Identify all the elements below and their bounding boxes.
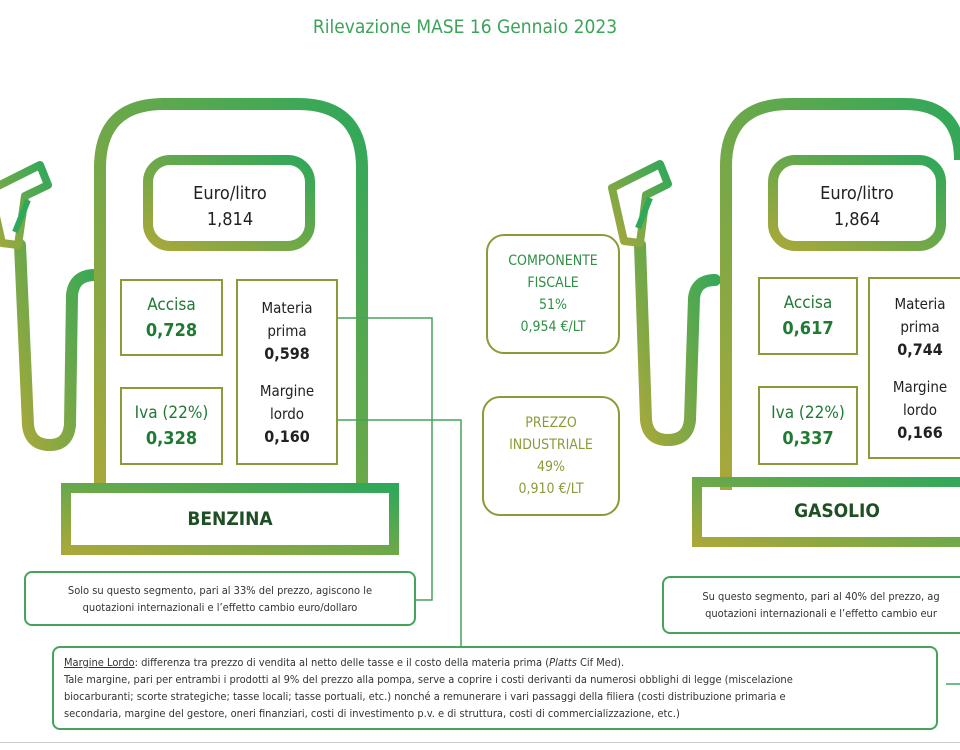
gasolio-margine-value: 0,166 [897, 422, 943, 442]
margine-lordo-note: Margine Lordo: differenza tra prezzo di … [52, 646, 938, 730]
margine-body-line2: biocarburanti; scorte strategiche; tasse… [64, 690, 786, 703]
benzina-margine-value: 0,160 [264, 426, 310, 446]
gasolio-margine-label-2: lordo [902, 400, 938, 419]
prezzo-industriale-line1: PREZZO [525, 415, 577, 431]
gasolio-note-line2: quotazioni internazionali e l’effetto ca… [705, 607, 937, 620]
benzina-margine-label-1: Margine [259, 381, 315, 400]
benzina-materia-group: Materia prima 0,598 [261, 297, 312, 365]
gasolio-materia-label-1: Materia [894, 294, 946, 313]
gasolio-note-line1: Su questo segmento, pari al 40% del prez… [702, 590, 940, 603]
margine-definition: Margine Lordo: differenza tra prezzo di … [64, 654, 926, 671]
componente-fiscale-line2: FISCALE [527, 275, 579, 291]
componente-fiscale-percent: 51% [539, 297, 567, 313]
prezzo-industriale-value: 0,910 €/LT [518, 481, 584, 497]
benzina-materia-label-2: prima [267, 321, 307, 340]
gasolio-note: Su questo segmento, pari al 40% del prez… [662, 576, 960, 634]
benzina-accisa-value: 0,728 [145, 319, 198, 341]
benzina-materia-value: 0,598 [264, 343, 310, 363]
connector-lines [338, 317, 960, 685]
bottom-divider [0, 742, 960, 743]
gasolio-margine-group: Margine lordo 0,166 [893, 376, 947, 444]
benzina-pump-icon [0, 98, 399, 555]
componente-fiscale-box: COMPONENTE FISCALE 51% 0,954 €/LT [486, 234, 620, 354]
gasolio-materia-value: 0,744 [897, 339, 943, 359]
gasolio-pump-icon [608, 98, 960, 547]
platts-text: Platts [549, 656, 577, 669]
benzina-price-value: 1,814 [206, 209, 254, 230]
prezzo-industriale-line2: INDUSTRIALE [509, 437, 593, 453]
benzina-note-line1: Solo su questo segmento, pari al 33% del… [67, 583, 373, 597]
margine-term: Margine Lordo [64, 656, 135, 669]
gasolio-margine-label-1: Margine [892, 377, 948, 396]
page-title: Rilevazione MASE 16 Gennaio 2023 [312, 16, 618, 38]
margine-def-prefix: : differenza tra prezzo di vendita al ne… [134, 656, 550, 669]
gasolio-price-value: 1,864 [833, 209, 881, 230]
benzina-iva-label: Iva (22%) [134, 403, 209, 423]
benzina-note: Solo su questo segmento, pari al 33% del… [24, 571, 416, 626]
margine-def-suffix: Cif Med). [576, 656, 625, 669]
benzina-price-label: Euro/litro [193, 183, 267, 204]
gasolio-iva-value: 0,337 [782, 427, 834, 449]
margine-body-line3: secondaria, margine del gestore, oneri f… [64, 707, 680, 720]
gasolio-industrial-box: Materia prima 0,744 Margine lordo 0,166 [868, 277, 960, 459]
prezzo-industriale-percent: 49% [537, 459, 565, 475]
benzina-iva-box: Iva (22%) 0,328 [120, 387, 223, 465]
benzina-label: BENZINA [187, 508, 273, 530]
benzina-margine-label-2: lordo [269, 404, 305, 423]
benzina-industrial-box: Materia prima 0,598 Margine lordo 0,160 [236, 279, 338, 465]
benzina-accisa-label: Accisa [147, 294, 196, 315]
benzina-note-line2: quotazioni internazionali e l’effetto ca… [82, 600, 358, 614]
gasolio-price-label: Euro/litro [820, 183, 894, 204]
componente-fiscale-line1: COMPONENTE [508, 253, 598, 269]
gasolio-accisa-box: Accisa 0,617 [758, 277, 858, 355]
benzina-iva-value: 0,328 [145, 428, 198, 449]
componente-fiscale-value: 0,954 €/LT [520, 319, 586, 335]
gasolio-materia-group: Materia prima 0,744 [894, 293, 945, 361]
benzina-materia-label-1: Materia [261, 298, 313, 317]
gasolio-price-display: Euro/litro 1,864 [778, 174, 936, 240]
gasolio-iva-label: Iva (22%) [771, 402, 845, 423]
benzina-margine-group: Margine lordo 0,160 [260, 380, 314, 448]
gasolio-accisa-value: 0,617 [782, 318, 834, 339]
prezzo-industriale-box: PREZZO INDUSTRIALE 49% 0,910 €/LT [482, 396, 620, 516]
gasolio-label: GASOLIO [794, 500, 880, 522]
margine-body-line1: Tale margine, pari per entrambi i prodot… [64, 673, 793, 686]
gasolio-materia-label-2: prima [900, 317, 940, 336]
gasolio-accisa-label: Accisa [783, 293, 833, 313]
gasolio-iva-box: Iva (22%) 0,337 [758, 386, 858, 465]
benzina-price-display: Euro/litro 1,814 [152, 174, 308, 240]
benzina-accisa-box: Accisa 0,728 [120, 279, 223, 356]
